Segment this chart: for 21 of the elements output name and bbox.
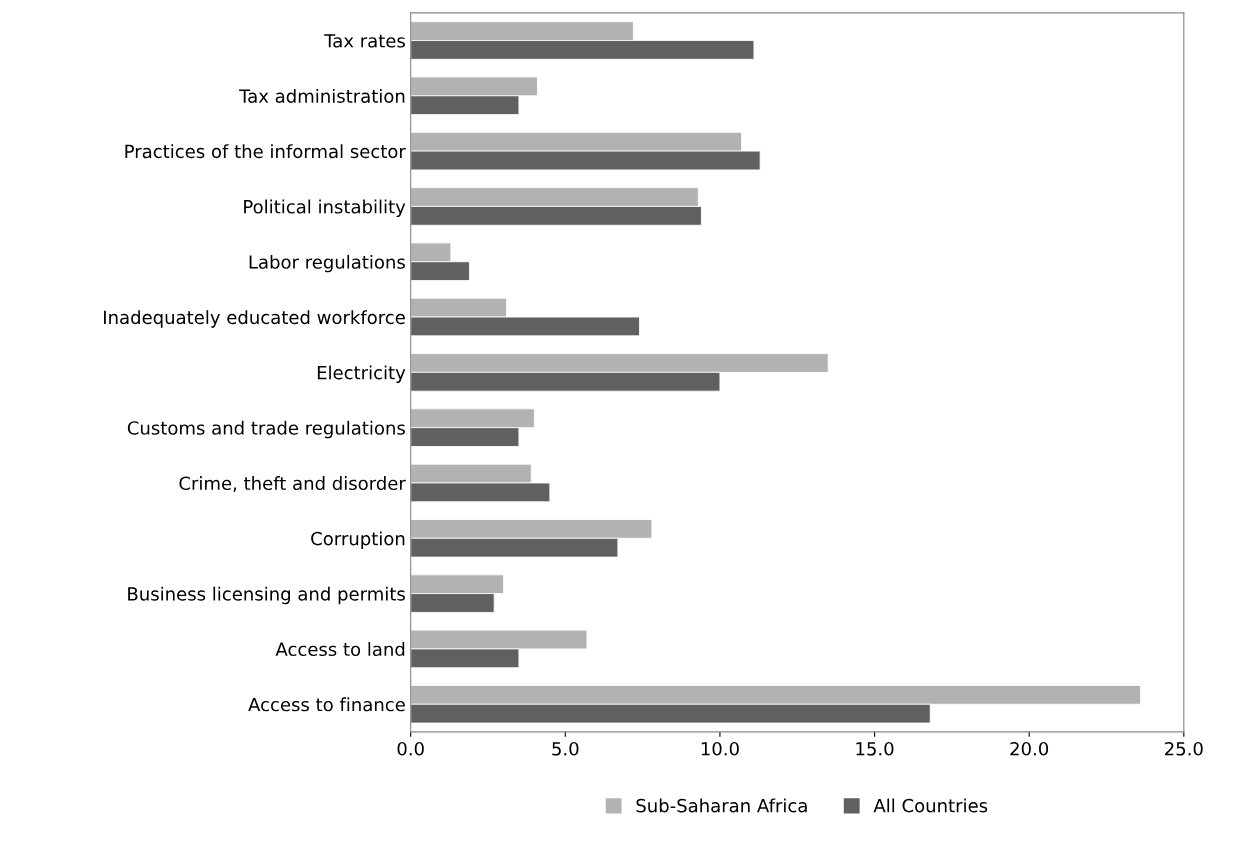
- y-tick-label: Corruption: [311, 531, 405, 549]
- x-tick-label: 25.0: [1165, 741, 1203, 756]
- y-tick-label: Tax rates: [324, 34, 405, 48]
- x-tick-label: 0.0: [397, 741, 424, 756]
- y-tick-label: Labor regulations: [249, 254, 405, 273]
- y-tick-label: Access to finance: [248, 697, 405, 712]
- y-tick-label: Tax administration: [239, 88, 405, 103]
- x-tick-label: 5.0: [552, 741, 579, 756]
- legend-label: Sub-Saharan Africa: [636, 798, 807, 813]
- y-tick-label: Practices of the informal sector: [125, 144, 406, 159]
- y-tick-label: Business licensing and permits: [128, 586, 405, 605]
- y-tick-label: Crime, theft and disorder: [179, 476, 406, 492]
- y-tick-label: Inadequately educated workforce: [104, 310, 405, 328]
- x-tick-label: 20.0: [1010, 741, 1049, 756]
- y-tick-label: Access to land: [275, 642, 405, 657]
- y-tick-label: Political instability: [244, 199, 406, 218]
- y-tick-label: Customs and trade regulations: [127, 420, 405, 439]
- y-tick-label: Electricity: [317, 365, 406, 383]
- x-tick-label: 10.0: [701, 741, 739, 756]
- x-tick-label: 15.0: [856, 741, 894, 756]
- legend-label: All Countries: [873, 798, 988, 813]
